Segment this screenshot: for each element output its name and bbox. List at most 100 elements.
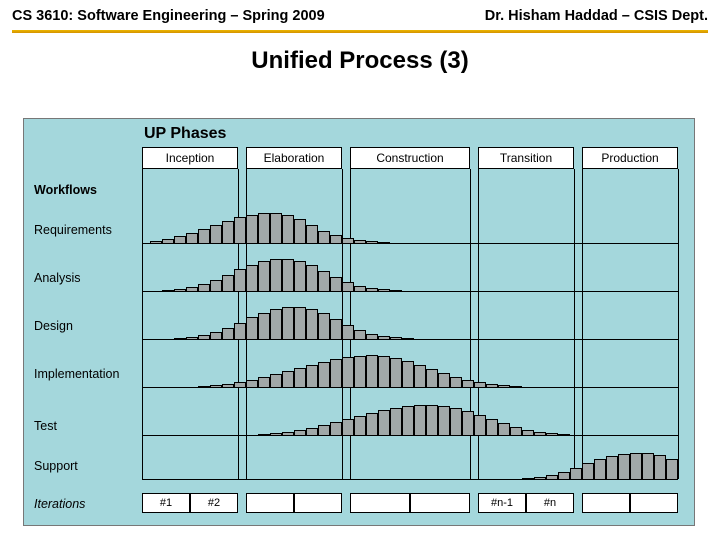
phase-box: Construction (350, 147, 470, 169)
effort-bar (390, 358, 402, 387)
effort-bar (234, 269, 246, 291)
effort-bar (570, 468, 582, 479)
header-rule (12, 30, 708, 33)
effort-bar (474, 382, 486, 387)
iteration-box (630, 493, 678, 513)
effort-bar (318, 313, 330, 339)
effort-bar (270, 309, 282, 339)
effort-bar (546, 475, 558, 479)
effort-bar (282, 259, 294, 291)
effort-bar (354, 416, 366, 435)
iteration-box: #2 (190, 493, 238, 513)
effort-bar (258, 377, 270, 387)
effort-bar (342, 357, 354, 387)
iteration-box (582, 493, 630, 513)
iterations-heading: Iterations (34, 497, 85, 511)
phase-box: Production (582, 147, 678, 169)
effort-bar (378, 336, 390, 339)
effort-bar (342, 419, 354, 435)
effort-bar (294, 261, 306, 291)
slide-header: CS 3610: Software Engineering – Spring 2… (0, 0, 720, 33)
effort-bar (174, 236, 186, 243)
effort-bar (294, 368, 306, 387)
effort-bar (330, 235, 342, 243)
effort-bar (534, 432, 546, 435)
effort-bar (282, 371, 294, 387)
effort-bar (378, 242, 390, 243)
effort-bar (390, 290, 402, 291)
effort-bar (222, 275, 234, 291)
effort-bar (330, 422, 342, 435)
effort-bar (270, 213, 282, 243)
effort-bar (378, 410, 390, 435)
phase-gridline (582, 169, 583, 479)
effort-bar (222, 384, 234, 387)
workflows-heading: Workflows (34, 183, 97, 197)
effort-bar (306, 365, 318, 387)
page-title: Unified Process (3) (0, 47, 720, 75)
effort-bar (294, 430, 306, 435)
effort-bar (318, 362, 330, 387)
effort-bar (246, 380, 258, 387)
effort-bar (318, 425, 330, 435)
iteration-box (294, 493, 342, 513)
workflow-label: Design (34, 319, 73, 333)
effort-bar (174, 289, 186, 291)
effort-bar (186, 337, 198, 339)
effort-bar (366, 413, 378, 435)
effort-bar (210, 385, 222, 387)
effort-bar (246, 265, 258, 291)
effort-bar (270, 259, 282, 291)
effort-bar (486, 419, 498, 435)
instructor-dept: Dr. Hisham Haddad – CSIS Dept. (485, 8, 708, 24)
effort-bar (330, 277, 342, 291)
effort-bar (354, 286, 366, 291)
effort-bar (474, 415, 486, 435)
workflow-label: Requirements (34, 223, 112, 237)
phase-gridline (678, 169, 679, 479)
slide-page: CS 3610: Software Engineering – Spring 2… (0, 0, 720, 540)
effort-bar (282, 432, 294, 435)
effort-bar (558, 472, 570, 479)
effort-bar (582, 463, 594, 479)
effort-bar (510, 386, 522, 387)
effort-bar (462, 411, 474, 435)
phase-box: Elaboration (246, 147, 342, 169)
effort-bar (450, 377, 462, 387)
effort-bar (246, 317, 258, 339)
effort-bar (222, 328, 234, 339)
effort-bar (378, 356, 390, 387)
effort-bar (426, 405, 438, 435)
effort-bar (390, 408, 402, 435)
effort-bar (162, 290, 174, 291)
effort-bar (402, 361, 414, 387)
effort-bar (162, 239, 174, 243)
effort-bar (270, 433, 282, 435)
effort-bar (498, 385, 510, 387)
effort-bar (234, 217, 246, 243)
effort-bar (210, 332, 222, 339)
workflow-baseline (142, 435, 678, 436)
effort-bar (210, 280, 222, 291)
effort-bar (498, 423, 510, 435)
effort-bar (258, 261, 270, 291)
effort-bar (390, 337, 402, 339)
phases-heading: UP Phases (144, 125, 226, 143)
effort-bar (414, 405, 426, 435)
effort-bar (462, 380, 474, 387)
effort-bar (258, 213, 270, 243)
effort-bar (450, 408, 462, 435)
effort-bar (366, 334, 378, 339)
effort-bar (198, 229, 210, 243)
header-row: CS 3610: Software Engineering – Spring 2… (12, 8, 708, 24)
workflow-baseline (142, 291, 678, 292)
effort-bar (174, 338, 186, 339)
iteration-box (410, 493, 470, 513)
workflow-label: Support (34, 459, 78, 473)
effort-bar (330, 319, 342, 339)
effort-bar (150, 241, 162, 243)
workflow-label: Test (34, 419, 57, 433)
effort-bar (402, 406, 414, 435)
effort-bar (402, 338, 414, 339)
effort-bar (222, 221, 234, 243)
